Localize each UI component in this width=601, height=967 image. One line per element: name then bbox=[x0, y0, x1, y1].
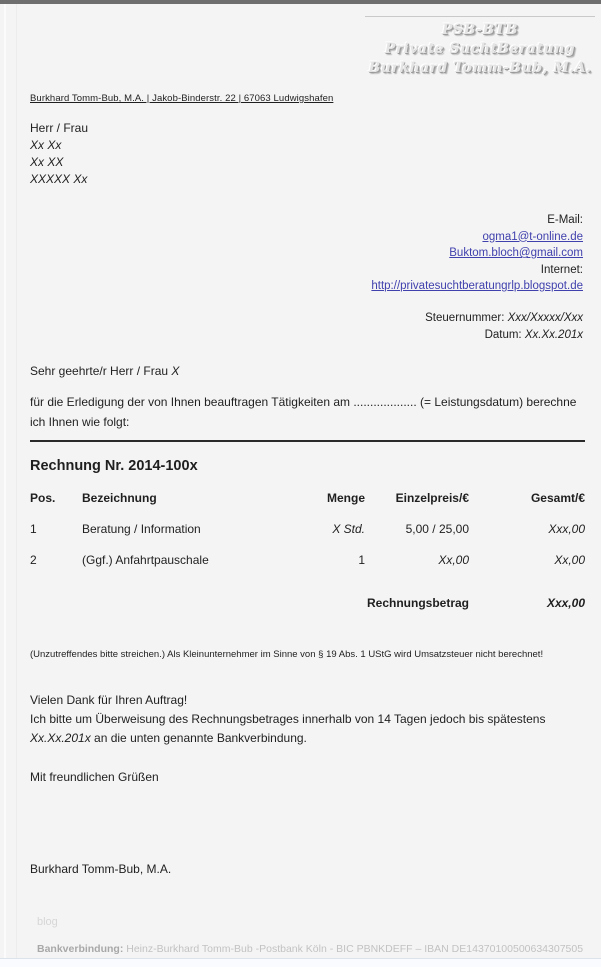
date-value: Xx.Xx.201x bbox=[524, 329, 583, 341]
bank-details-value: Heinz-Burkhard Tomm-Bub -Postbank Köln -… bbox=[123, 943, 584, 955]
section-divider bbox=[30, 440, 585, 442]
closing-block: Vielen Dank für Ihren Auftrag! Ich bitte… bbox=[30, 691, 586, 748]
email-link-secondary[interactable]: Buktom.bloch@gmail.com bbox=[449, 247, 583, 259]
cell-unit-price: Xx,00 bbox=[438, 553, 469, 567]
logo-line-company: Private SuchtBeratung bbox=[384, 41, 576, 57]
recipient-block: Herr / Frau Xx Xx Xx XX XXXXX Xx bbox=[30, 120, 88, 188]
logo-line-owner: Burkhard Tomm-Bub, M.A. bbox=[368, 60, 592, 76]
page-bottom-strip bbox=[0, 958, 601, 967]
contact-block: E-Mail: ogma1@t-online.de Buktom.bloch@g… bbox=[371, 212, 583, 295]
recipient-city-line: XXXXX Xx bbox=[30, 172, 88, 186]
column-header-unit-price: Einzelpreis/€ bbox=[395, 491, 469, 505]
page-edge-line bbox=[16, 4, 17, 967]
regards-line: Mit freundlichen Grüßen bbox=[30, 770, 159, 784]
payment-due-date: Xx.Xx.201x bbox=[30, 731, 91, 745]
recipient-name-line: Xx Xx bbox=[30, 138, 62, 152]
cell-quantity: 1 bbox=[358, 553, 365, 567]
table-row: 2 (Ggf.) Anfahrtpauschale 1 Xx,00 Xx,00 bbox=[30, 553, 585, 567]
cell-pos: 1 bbox=[30, 522, 37, 536]
internet-label: Internet: bbox=[540, 263, 583, 276]
blog-watermark: blog bbox=[37, 916, 58, 928]
invoice-table: Pos. Bezeichnung Menge Einzelpreis/€ Ges… bbox=[30, 491, 585, 610]
table-header-row: Pos. Bezeichnung Menge Einzelpreis/€ Ges… bbox=[30, 491, 585, 505]
company-logo: PSB-BTB Private SuchtBeratung Burkhard T… bbox=[365, 16, 595, 78]
bank-details-label: Bankverbindung: bbox=[37, 943, 124, 955]
greeting-text: Sehr geehrte/r Herr / Frau bbox=[30, 364, 172, 378]
column-header-pos: Pos. bbox=[30, 491, 56, 505]
cell-quantity: X Std. bbox=[332, 522, 365, 536]
recipient-salutation: Herr / Frau bbox=[30, 121, 89, 135]
email-link-primary[interactable]: ogma1@t-online.de bbox=[482, 230, 583, 243]
tax-number-value: Xxx/Xxxxx/Xxx bbox=[507, 312, 583, 324]
payment-terms-text: Ich bitte um Überweisung des Rechnungsbe… bbox=[30, 712, 546, 726]
payment-terms-paragraph: Ich bitte um Überweisung des Rechnungsbe… bbox=[30, 710, 586, 748]
invoice-total-row: Rechnungsbetrag Xxx,00 bbox=[30, 596, 585, 610]
cell-unit-price: 5,00 / 25,00 bbox=[405, 522, 469, 536]
website-link[interactable]: http://privatesuchtberatungrlp.blogspot.… bbox=[371, 280, 583, 292]
greeting-name-placeholder: X bbox=[171, 364, 180, 378]
table-row: 1 Beratung / Information X Std. 5,00 / 2… bbox=[30, 522, 585, 536]
logo-line-acronym: PSB-BTB bbox=[441, 22, 519, 38]
column-header-total: Gesamt/€ bbox=[530, 491, 585, 505]
greeting-line: Sehr geehrte/r Herr / Frau X bbox=[30, 364, 179, 378]
email-label: E-Mail: bbox=[547, 214, 583, 226]
page-edge-line bbox=[4, 4, 6, 967]
invoice-total-label: Rechnungsbetrag bbox=[366, 596, 469, 610]
cell-description: (Ggf.) Anfahrtpauschale bbox=[82, 553, 209, 567]
bank-details-footer: Bankverbindung: Heinz-Burkhard Tomm-Bub … bbox=[37, 943, 589, 955]
intro-paragraph: für die Erledigung der von Ihnen beauftr… bbox=[30, 395, 577, 429]
tax-date-block: Steuernummer: Xxx/Xxxxx/Xxx Datum: Xx.Xx… bbox=[425, 310, 583, 344]
tax-exemption-note: (Unzutreffendes bitte streichen.) Als Kl… bbox=[30, 649, 544, 660]
column-header-description: Bezeichnung bbox=[82, 491, 157, 505]
date-label: Datum: bbox=[484, 329, 525, 341]
date-line: Datum: Xx.Xx.201x bbox=[425, 327, 583, 344]
payment-terms-text-2: an die unten genannte Bankverbindung. bbox=[90, 731, 307, 745]
recipient-street-line: Xx XX bbox=[30, 155, 64, 169]
cell-description: Beratung / Information bbox=[82, 522, 201, 536]
column-header-quantity: Menge bbox=[326, 491, 365, 505]
cell-total: Xx,00 bbox=[554, 553, 585, 567]
tax-number-label: Steuernummer: bbox=[425, 312, 508, 324]
cell-total: Xxx,00 bbox=[548, 522, 585, 536]
sender-address-line: Burkhard Tomm-Bub, M.A. | Jakob-Binderst… bbox=[30, 93, 334, 104]
thank-you-line: Vielen Dank für Ihren Auftrag! bbox=[30, 693, 188, 707]
invoice-total-value: Xxx,00 bbox=[546, 596, 585, 610]
signature-name: Burkhard Tomm-Bub, M.A. bbox=[30, 862, 172, 876]
tax-number-line: Steuernummer: Xxx/Xxxxx/Xxx bbox=[425, 310, 583, 327]
cell-pos: 2 bbox=[30, 553, 37, 567]
invoice-number-title: Rechnung Nr. 2014-100x bbox=[30, 458, 198, 474]
